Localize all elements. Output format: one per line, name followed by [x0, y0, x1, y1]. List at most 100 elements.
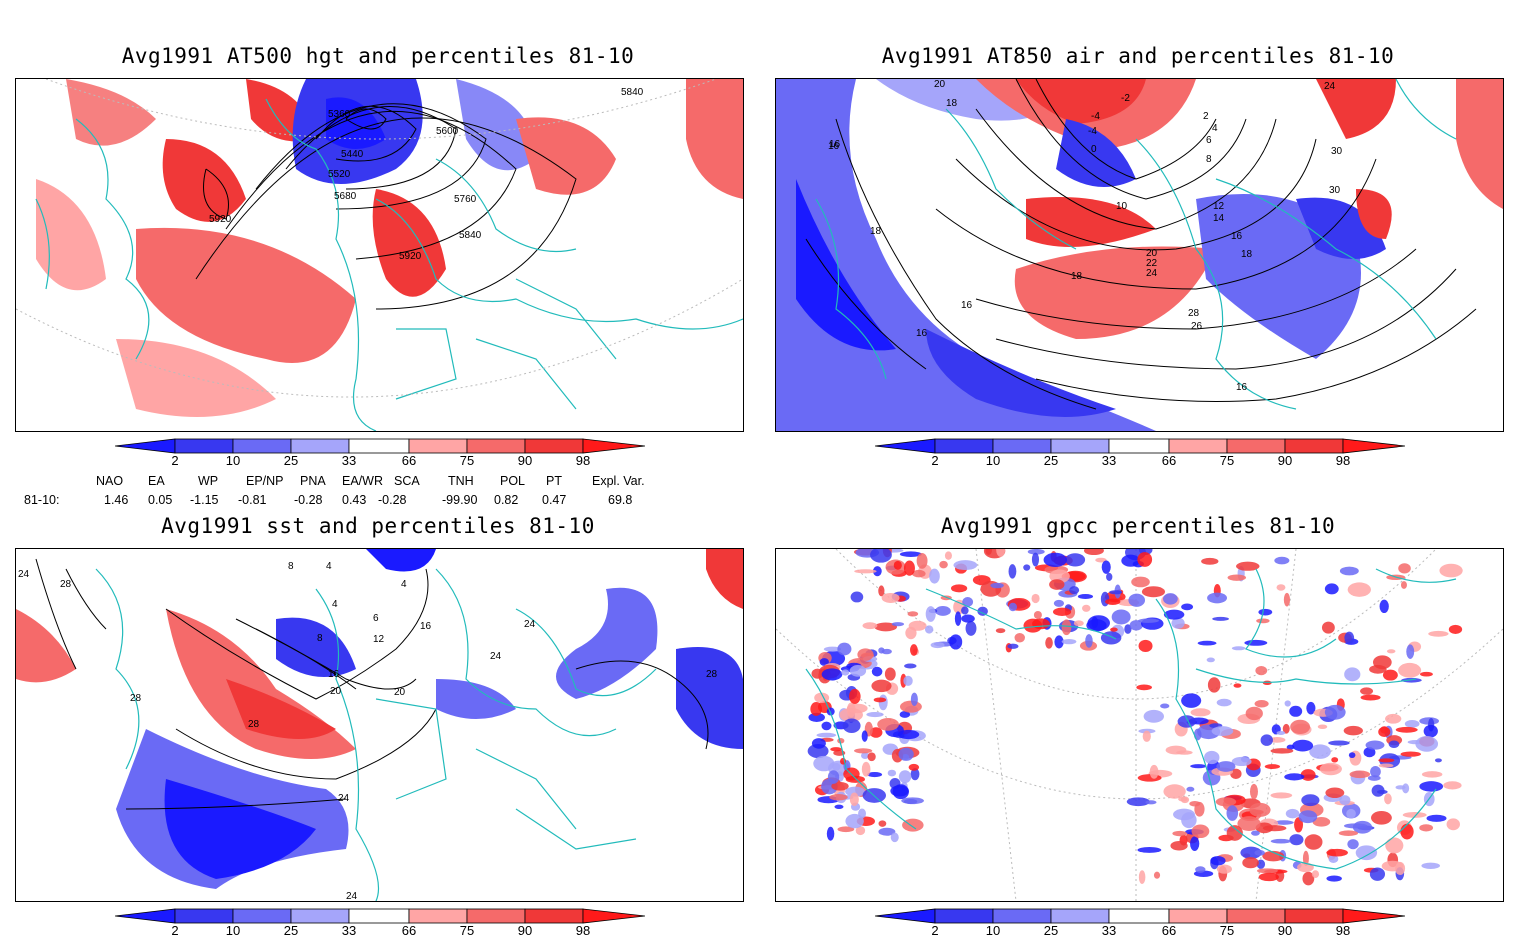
precip-anomaly-patch [1262, 825, 1287, 832]
precip-anomaly-patch [1249, 802, 1271, 817]
precip-anomaly-patch [1309, 744, 1331, 759]
precip-anomaly-patch [1244, 639, 1268, 646]
precip-anomaly-patch [854, 569, 877, 574]
precip-anomaly-patch [829, 794, 848, 801]
precip-anomaly-patch [1032, 618, 1050, 630]
contour-label: 5520 [328, 169, 351, 180]
colorbar-swatch [582, 908, 646, 924]
precip-anomaly-patch [1415, 736, 1439, 752]
precip-anomaly-patch [1054, 635, 1064, 649]
contour-label: 28 [248, 719, 260, 730]
precip-anomaly-patch [1045, 637, 1053, 649]
precip-anomaly-patch [1346, 808, 1356, 819]
precip-anomaly-patch [1301, 794, 1320, 807]
colorbar-swatch [290, 908, 350, 924]
precip-anomaly-patch [1378, 763, 1394, 768]
precip-anomaly-patch [1143, 709, 1165, 723]
precip-anomaly-patch [1201, 557, 1219, 565]
colorbar-tick-label: 25 [1043, 453, 1059, 468]
precip-anomaly-patch [899, 551, 922, 557]
precip-anomaly-patch [1212, 616, 1230, 621]
contour-label: 5920 [209, 214, 232, 225]
colorbar-swatch [1284, 908, 1344, 924]
precip-anomaly-patch [1170, 841, 1188, 851]
precip-anomaly-patch [1311, 870, 1320, 879]
precip-anomaly-patch [1178, 796, 1188, 802]
index-header: EP/NP [246, 474, 284, 488]
precip-anomaly-patch [1237, 816, 1261, 831]
precip-anomaly-patch [1091, 616, 1099, 629]
precip-anomaly-patch [1126, 797, 1150, 807]
precip-anomaly-patch [872, 566, 882, 577]
precip-anomaly-patch [1189, 800, 1201, 807]
colorbar-tick-label: 98 [575, 453, 591, 468]
precip-anomaly-patch [1371, 784, 1385, 797]
precip-anomaly-patch [1254, 700, 1269, 708]
precip-anomaly-patch [871, 666, 883, 677]
precip-anomaly-patch [1231, 756, 1252, 767]
contour-label: 5680 [334, 191, 357, 202]
precip-anomaly-patch [1186, 786, 1195, 792]
contour-label: 26 [1191, 321, 1203, 332]
colorbar-swatch [1226, 438, 1286, 454]
precip-anomaly-patch [1282, 723, 1290, 734]
colorbar-swatch [1168, 438, 1228, 454]
precip-anomaly-patch [1395, 726, 1418, 733]
precip-anomaly-patch [907, 611, 919, 617]
contour-label: -4 [1091, 111, 1100, 122]
contour-label: 4 [332, 599, 338, 610]
colorbar-swatch [992, 908, 1052, 924]
map-panel-hgt: 5360 5440 5520 5600 5680 5760 5840 5920 … [15, 78, 744, 432]
precip-anomaly-patch [1256, 618, 1270, 624]
colorbar-swatch [1108, 908, 1170, 924]
precip-anomaly-patch [1191, 824, 1210, 839]
colorbar-tick-label: 75 [459, 923, 475, 938]
contour-label: 28 [1188, 308, 1200, 319]
precip-anomaly-patch [950, 584, 968, 593]
precip-anomaly-patch [1274, 556, 1290, 565]
colorbar-tick-label: 10 [225, 923, 241, 938]
index-value: -0.28 [378, 493, 407, 507]
precip-anomaly-patch [1289, 705, 1303, 717]
precip-anomaly-patch [827, 770, 840, 784]
colorbar-tick-label: 2 [931, 923, 939, 938]
precip-anomaly-patch [1344, 667, 1361, 682]
precip-anomaly-patch [1421, 771, 1443, 778]
precip-anomaly-patch [1370, 811, 1392, 825]
precip-anomaly-patch [1264, 764, 1281, 769]
precip-anomaly-patch [813, 755, 835, 772]
precip-anomaly-patch [871, 679, 892, 693]
precip-anomaly-patch [1023, 564, 1031, 571]
precip-anomaly-patch [1347, 839, 1359, 850]
contour-label: 16 [420, 621, 432, 632]
contour-label: 5760 [454, 194, 477, 205]
precip-anomaly-patch [1251, 830, 1260, 836]
precip-anomaly-patch [1160, 703, 1170, 709]
precip-anomaly-patch [1363, 747, 1376, 758]
precip-anomaly-patch [837, 642, 852, 656]
colorbar-swatch [348, 438, 410, 454]
contour-label: -4 [1088, 126, 1097, 137]
contour-label: 18 [870, 226, 882, 237]
precip-anomaly-patch [1347, 582, 1371, 597]
precip-anomaly-patch [1349, 770, 1371, 779]
colorbar-tick-label: 33 [341, 923, 357, 938]
precip-anomaly-patch [1273, 820, 1294, 825]
colorbar-tick-label: 25 [1043, 923, 1059, 938]
contour-label: 20 [1146, 248, 1158, 259]
precip-anomaly-patch [1326, 848, 1348, 857]
precip-anomaly-patch [1258, 608, 1273, 616]
precip-anomaly-patch [1262, 850, 1285, 862]
colorbar-tick-label: 90 [1277, 923, 1293, 938]
contour-label: 28 [130, 693, 142, 704]
precip-anomaly-patch [1426, 814, 1447, 822]
precip-anomaly-patch [1111, 609, 1131, 625]
precip-anomaly-patch [1216, 761, 1236, 772]
colorbar-tick-label: 75 [459, 453, 475, 468]
contour-label: 16 [828, 141, 840, 152]
precip-anomaly-patch [1226, 825, 1243, 841]
precip-anomaly-patch [1398, 563, 1411, 574]
index-header: NAO [96, 474, 124, 488]
precip-anomaly-patch [855, 826, 866, 836]
precip-anomaly-patch [908, 620, 927, 631]
